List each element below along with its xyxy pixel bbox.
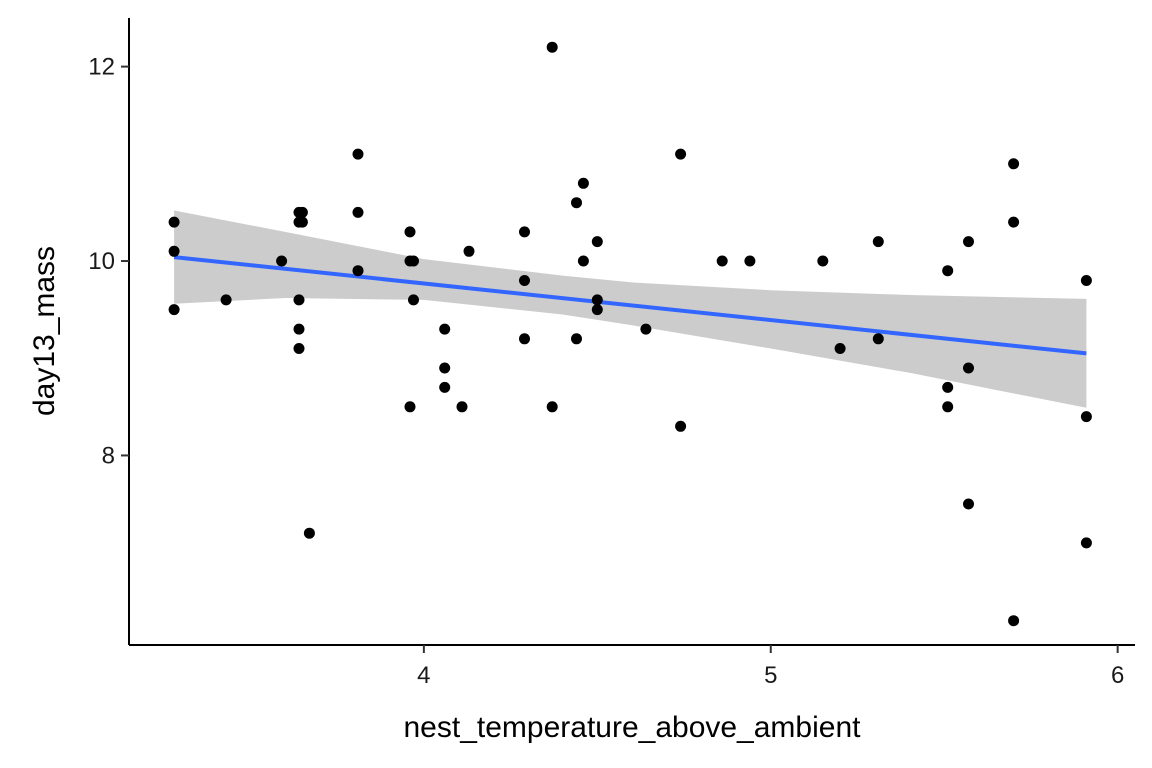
data-point-49 [942, 381, 954, 393]
data-point-58 [1080, 411, 1092, 423]
data-point-52 [963, 362, 974, 374]
data-point-32 [571, 197, 582, 209]
ticks-layer: 4 5 6 8 10 12 [88, 54, 1124, 689]
data-point-35 [571, 333, 582, 345]
data-point-41 [675, 420, 687, 432]
data-point-5 [276, 255, 288, 267]
data-point-40 [675, 148, 687, 160]
data-point-14 [352, 148, 364, 160]
data-point-59 [1080, 537, 1092, 549]
data-point-46 [872, 236, 884, 248]
data-point-22 [439, 323, 451, 335]
data-point-3 [168, 304, 180, 316]
data-point-26 [463, 245, 475, 257]
data-point-30 [546, 41, 558, 53]
data-point-12 [293, 343, 305, 354]
y-axis-title: day13_mass [28, 246, 61, 416]
data-point-56 [1008, 615, 1020, 627]
data-point-7 [296, 206, 308, 218]
data-point-55 [1008, 216, 1020, 228]
data-point-38 [591, 304, 603, 316]
data-point-4 [220, 294, 232, 306]
data-point-24 [439, 381, 451, 393]
data-point-27 [519, 226, 530, 238]
trend-line-layer [173, 255, 1087, 356]
x-tick-label-5: 5 [764, 662, 777, 689]
y-tick-label-10: 10 [88, 248, 115, 275]
data-point-37 [591, 294, 603, 306]
data-point-42 [716, 255, 728, 267]
confidence-band [174, 210, 1087, 408]
x-tick-label-4: 4 [417, 662, 430, 689]
data-point-21 [404, 401, 416, 413]
y-tick-label-12: 12 [88, 54, 115, 81]
data-point-16 [352, 265, 364, 277]
axes-layer [128, 18, 1135, 646]
data-point-50 [942, 401, 954, 413]
data-point-47 [872, 333, 884, 345]
data-point-31 [546, 401, 558, 413]
data-point-43 [744, 255, 756, 267]
y-tick-label-8: 8 [102, 442, 115, 469]
data-point-28 [519, 275, 530, 286]
data-point-54 [1008, 158, 1020, 170]
data-point-34 [577, 255, 589, 267]
confidence-band-layer [174, 210, 1087, 408]
data-point-15 [352, 206, 364, 218]
data-point-39 [640, 323, 652, 335]
data-point-57 [1080, 275, 1092, 286]
data-point-2 [168, 245, 180, 257]
data-point-33 [577, 177, 589, 189]
data-point-10 [293, 294, 305, 306]
data-point-45 [834, 343, 846, 354]
data-point-17 [404, 226, 416, 238]
data-point-36 [591, 236, 603, 248]
data-point-44 [817, 255, 829, 267]
data-point-13 [303, 527, 315, 539]
data-point-20 [408, 294, 419, 306]
data-point-25 [456, 401, 468, 413]
data-point-9 [296, 216, 308, 228]
data-point-23 [439, 362, 451, 374]
data-points-layer [168, 41, 1092, 627]
x-axis-title: nest_temperature_above_ambient [404, 711, 862, 744]
x-tick-label-6: 6 [1111, 662, 1124, 689]
data-point-48 [942, 265, 954, 277]
data-point-51 [963, 236, 974, 248]
data-point-19 [408, 255, 419, 267]
trend-line [173, 255, 1087, 356]
data-point-53 [963, 498, 974, 510]
data-point-29 [519, 333, 530, 345]
data-point-1 [168, 216, 180, 228]
data-point-11 [293, 323, 305, 335]
